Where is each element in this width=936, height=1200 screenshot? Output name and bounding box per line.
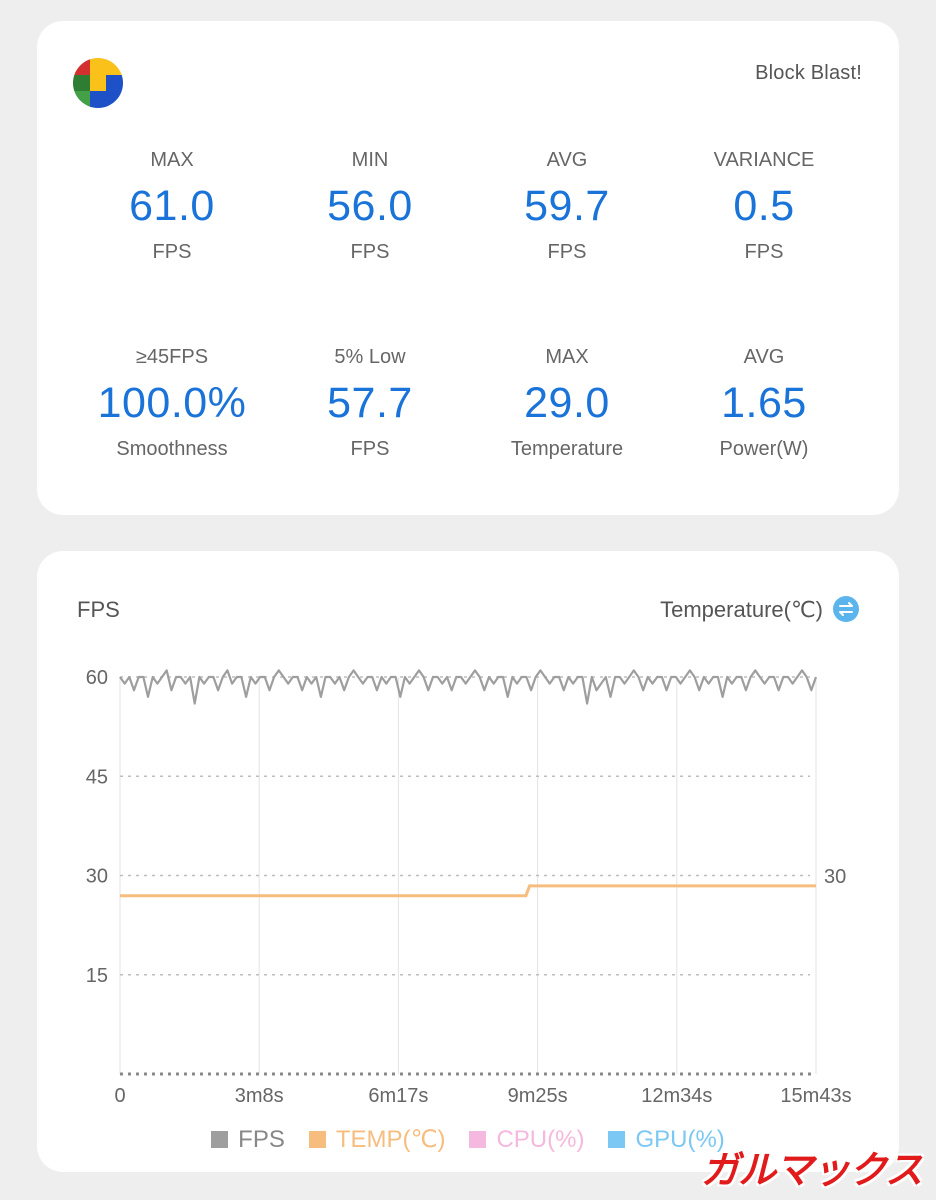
legend-swatch — [608, 1131, 626, 1148]
stat-3: VARIANCE 0.5 FPS — [664, 147, 864, 265]
x-tick-label: 12m34s — [641, 1085, 712, 1107]
fps-series-line — [119, 669, 818, 705]
stat-unit: Power(W) — [719, 438, 809, 460]
stat-label: MAX — [150, 149, 194, 171]
legend-label: FPS — [238, 1125, 285, 1153]
app-title: Block Blast! — [755, 62, 862, 84]
legend-label: TEMP(℃) — [335, 1126, 446, 1153]
left-axis-title: FPS — [77, 597, 120, 622]
stat-label: VARIANCE — [713, 149, 815, 171]
watermark: ガルマックス — [701, 1150, 923, 1192]
stat-value: 29.0 — [524, 379, 610, 427]
legend-item[interactable]: TEMP(℃) — [308, 1125, 446, 1154]
y-left-tick-label: 60 — [86, 667, 108, 689]
y-left-tick-label: 45 — [86, 766, 108, 788]
stat-6: MAX 29.0 Temperature — [467, 344, 667, 462]
temperature-series-line — [120, 884, 816, 898]
stat-unit: Smoothness — [116, 438, 228, 460]
legend-item[interactable]: CPU(%) — [469, 1126, 584, 1154]
right-axis-title: Temperature(℃) — [660, 597, 823, 622]
legend-swatch — [469, 1131, 487, 1148]
legend-label: CPU(%) — [496, 1125, 585, 1153]
chart-card: FPS Temperature(℃) 0 3m8s 6m17s 9m25s 12m34s… — [37, 551, 899, 1172]
stat-label: ≥45FPS — [135, 346, 209, 368]
stat-value: 59.7 — [524, 182, 610, 230]
stat-1: MIN 56.0 FPS — [270, 147, 470, 265]
stat-value: 1.65 — [721, 379, 807, 427]
legend-item[interactable]: FPS — [211, 1126, 285, 1154]
stat-unit: FPS — [152, 241, 192, 263]
x-tick-label: 0 — [114, 1085, 125, 1107]
stat-label: 5% Low — [334, 346, 406, 368]
stat-value: 57.7 — [327, 379, 413, 427]
legend-item[interactable]: GPU(%) — [608, 1125, 725, 1154]
x-tick-label: 9m25s — [508, 1085, 568, 1107]
x-tick-label: 3m8s — [235, 1085, 284, 1107]
stat-unit: FPS — [350, 438, 390, 460]
legend-swatch — [211, 1131, 229, 1148]
stat-label: AVG — [546, 149, 588, 171]
stat-label: AVG — [743, 346, 785, 368]
stat-unit: FPS — [350, 241, 390, 263]
y-left-tick-label: 15 — [86, 965, 108, 987]
stat-5: 5% Low 57.7 FPS — [270, 344, 470, 462]
stat-2: AVG 59.7 FPS — [467, 147, 667, 265]
swap-axis-icon[interactable] — [833, 596, 859, 622]
stats-card: Block Blast! MAX 61.0 FPS MIN 56.0 FPS AVG 59.7… — [37, 21, 899, 515]
y-left-tick-label: 30 — [86, 866, 108, 888]
legend-swatch — [308, 1131, 326, 1148]
stat-4: ≥45FPS 100.0% Smoothness — [72, 344, 272, 462]
stat-label: MIN — [351, 149, 389, 171]
line-chart: 0 3m8s 6m17s 9m25s 12m34s 15m43s 60 45 30 15 30 — [86, 667, 852, 1107]
y-right-tick-label: 30 — [824, 866, 846, 888]
stat-7: AVG 1.65 Power(W) — [664, 344, 864, 462]
stat-value: 56.0 — [327, 182, 413, 230]
chart-legend: FPS TEMP(℃) CPU(%) GPU(%) — [37, 1125, 899, 1155]
stat-unit: FPS — [547, 241, 587, 263]
stat-value: 0.5 — [733, 182, 795, 230]
stat-label: MAX — [545, 346, 589, 368]
stat-0: MAX 61.0 FPS — [72, 147, 272, 265]
stat-value: 61.0 — [129, 182, 215, 230]
x-tick-label: 15m43s — [780, 1085, 851, 1107]
stat-unit: Temperature — [510, 438, 624, 460]
stat-unit: FPS — [744, 241, 784, 263]
x-tick-label: 6m17s — [368, 1085, 428, 1107]
block-blast-app-icon — [73, 58, 123, 108]
legend-label: GPU(%) — [635, 1125, 725, 1153]
stat-value: 100.0% — [97, 379, 247, 427]
